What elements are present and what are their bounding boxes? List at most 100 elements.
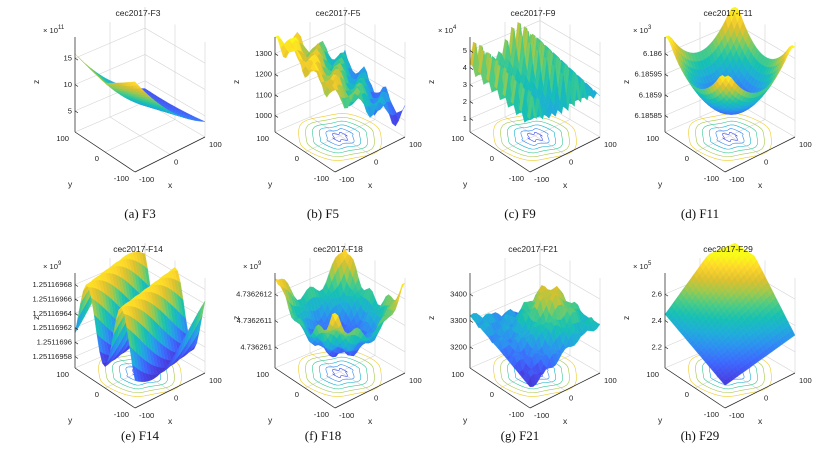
panel-title: cec2017-F5: [316, 8, 361, 18]
contour-line: [513, 124, 557, 150]
panel-h: 2.2 2.4 2.6 100 0 -100 -100 0 100 x y z × 105 cec2017…: [621, 242, 812, 426]
z-tick-label: 4.7362611: [237, 316, 272, 325]
x-tick-label: -100: [139, 411, 154, 420]
z-tick-mark: [74, 356, 79, 359]
contour-line: [526, 132, 544, 142]
x-tick-label: -100: [139, 175, 154, 184]
contour-line: [695, 116, 765, 158]
y-tick-label: 100: [256, 134, 269, 143]
z-axis-label: z: [231, 80, 241, 84]
panel-caption: (c) F9: [504, 206, 535, 221]
z-tick-label: 1.25116958: [32, 352, 72, 361]
y-tick-label: 100: [646, 370, 659, 379]
x-tick-label: -100: [339, 175, 354, 184]
x-tick-label: -100: [339, 411, 354, 420]
z-tick-mark: [469, 293, 474, 297]
exponent-power: 9: [258, 261, 262, 267]
floor-contours: [493, 113, 577, 161]
z-tick-mark: [469, 101, 474, 104]
panel-a: 5 10 15 100 0 -100 -100 0 100 x y z × 1011 cec2017-F3: [31, 7, 222, 190]
surface: [469, 22, 601, 123]
z-tick-label: 1.2511696: [37, 338, 72, 347]
y-tick-label: -100: [114, 174, 129, 183]
z-tick-label: 4: [463, 63, 467, 72]
z-tick-label: 15: [64, 54, 72, 63]
z-tick-label: 6.186: [643, 49, 662, 58]
x-tick-label: 0: [174, 394, 178, 403]
z-tick-label: 3300: [450, 316, 467, 325]
panel-caption: (e) F14: [121, 428, 159, 443]
x-tick-label: 0: [569, 158, 573, 167]
y-axis-label: y: [68, 415, 73, 425]
x-tick-label: -100: [534, 411, 549, 420]
x-tick-label: 0: [174, 158, 178, 167]
exponent-power: 11: [58, 25, 65, 31]
z-tick-mark: [274, 320, 279, 323]
contour-line: [298, 349, 382, 397]
z-tick-mark: [664, 53, 669, 56]
z-axis-label: z: [231, 316, 241, 320]
y-tick-label: 0: [295, 154, 299, 163]
floor-contours: [298, 113, 382, 161]
surface-patch: [722, 75, 729, 79]
exponent-power: 3: [648, 25, 652, 31]
x-axis-label: x: [168, 416, 173, 426]
x-axis-line: [529, 136, 601, 173]
y-tick-label: 100: [451, 370, 464, 379]
floor-contours: [298, 349, 382, 397]
x-tick-label: 100: [799, 376, 812, 385]
y-axis-label: y: [463, 179, 468, 189]
x-axis-label: x: [368, 180, 373, 190]
x-axis-line: [529, 372, 601, 409]
z-tick-label: 4.736261: [240, 342, 272, 351]
x-axis-line: [334, 136, 406, 173]
z-tick-mark: [469, 320, 474, 323]
contour-line: [688, 113, 772, 161]
floor-gridline: [109, 116, 171, 155]
y-tick-label: 0: [685, 154, 689, 163]
floor-gridline: [699, 116, 761, 155]
surface-patch: [131, 81, 139, 86]
x-axis-label: x: [758, 180, 763, 190]
panel-title: cec2017-F14: [113, 244, 163, 254]
y-axis-line: [274, 367, 336, 409]
z-axis-label: z: [426, 80, 436, 84]
y-tick-label: 0: [685, 390, 689, 399]
z-tick-label: 2.6: [651, 290, 662, 299]
x-tick-label: 0: [374, 158, 378, 167]
contour-line: [721, 132, 739, 142]
x-axis-label: x: [563, 416, 568, 426]
y-tick-label: -100: [114, 410, 129, 419]
surface-patch: [332, 80, 339, 90]
surface: [74, 53, 206, 122]
y-axis-label: y: [463, 415, 468, 425]
exponent-base: × 10: [633, 26, 648, 35]
panel-caption: (b) F5: [307, 206, 339, 221]
y-tick-label: 0: [490, 154, 494, 163]
y-tick-label: 0: [490, 390, 494, 399]
floor-gridline: [309, 116, 371, 155]
y-axis-label: y: [268, 179, 273, 189]
z-tick-mark: [664, 73, 669, 77]
contour-line: [702, 120, 758, 154]
z-tick-label: 1100: [256, 90, 272, 99]
z-tick-label: 3: [463, 80, 467, 89]
z-tick-label: 10: [64, 80, 72, 89]
y-tick-label: -100: [314, 174, 329, 183]
x-tick-label: 100: [799, 140, 812, 149]
y-tick-label: -100: [704, 410, 719, 419]
contour-line: [305, 352, 375, 394]
z-tick-label: 4.7362612: [236, 290, 272, 299]
x-axis-label: x: [168, 180, 173, 190]
z-axis-label: z: [31, 316, 41, 320]
floor-gridline: [344, 101, 406, 138]
contour-line: [298, 113, 382, 161]
floor-gridline: [504, 116, 566, 155]
x-tick-label: -100: [729, 411, 744, 420]
y-axis-line: [74, 367, 136, 409]
panel-g: 3200 3300 3400 100 0 -100 -100 0 100 x y z cec2017-F…: [426, 243, 617, 426]
y-tick-label: 100: [256, 370, 269, 379]
x-axis-line: [724, 372, 796, 409]
z-tick-label: 5: [463, 46, 467, 55]
contour-line: [325, 128, 355, 146]
